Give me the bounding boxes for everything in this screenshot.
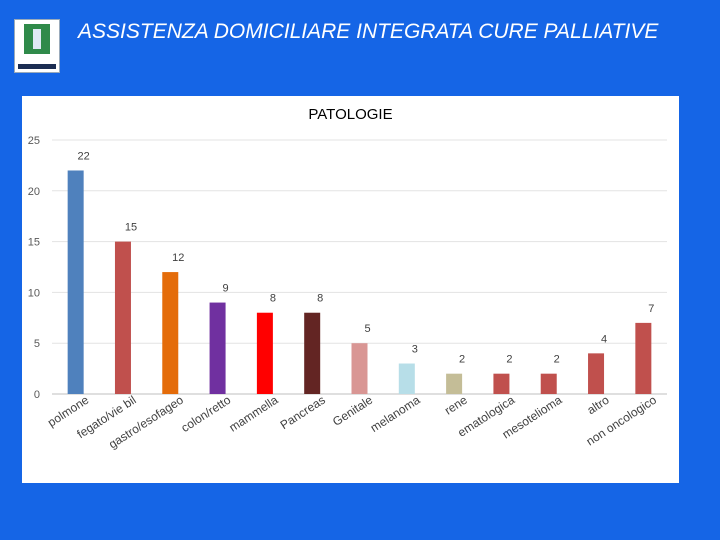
data-label: 7 <box>648 303 654 315</box>
logo-mark <box>24 24 50 54</box>
category-label: mammella <box>226 393 280 435</box>
data-label: 2 <box>506 354 512 366</box>
category-label: altro <box>584 393 611 418</box>
y-tick-label: 0 <box>34 389 40 401</box>
y-tick-label: 10 <box>28 287 40 299</box>
category-label: melanoma <box>368 393 423 435</box>
slide-title: ASSISTENZA DOMICILIARE INTEGRATA CURE PA… <box>78 20 659 43</box>
bar <box>635 322 652 394</box>
data-label: 22 <box>78 150 90 162</box>
data-label: 9 <box>223 283 229 295</box>
data-label: 2 <box>459 354 465 366</box>
category-label: rene <box>442 393 470 418</box>
y-tick-label: 5 <box>34 338 40 350</box>
category-label: colon/retto <box>179 393 234 435</box>
bar <box>493 373 510 394</box>
data-label: 4 <box>601 333 607 345</box>
y-tick-label: 15 <box>28 237 40 249</box>
bar <box>67 170 84 394</box>
data-label: 3 <box>412 344 418 356</box>
bar <box>162 272 179 394</box>
bar <box>209 302 226 394</box>
bar <box>446 373 463 394</box>
bar <box>304 312 321 394</box>
logo-caption <box>18 64 56 69</box>
bar <box>540 373 557 394</box>
data-label: 15 <box>125 222 137 234</box>
data-label: 2 <box>554 354 560 366</box>
chart-title: PATOLOGIE <box>308 106 393 123</box>
logo <box>14 19 60 73</box>
category-label: Pancreas <box>278 393 328 432</box>
data-label: 8 <box>317 293 323 305</box>
bar <box>114 241 131 394</box>
y-tick-label: 25 <box>28 135 40 147</box>
data-label: 8 <box>270 293 276 305</box>
data-label: 5 <box>364 323 370 335</box>
y-tick-label: 20 <box>28 186 40 198</box>
bar <box>398 363 415 394</box>
chart-panel: PATOLOGIE 0 5 10 15 20 25 22 polmone 15 fegato/vi… <box>22 96 679 483</box>
bar <box>256 312 273 394</box>
bar <box>588 353 605 394</box>
bar <box>351 343 368 394</box>
data-label: 12 <box>172 252 184 264</box>
